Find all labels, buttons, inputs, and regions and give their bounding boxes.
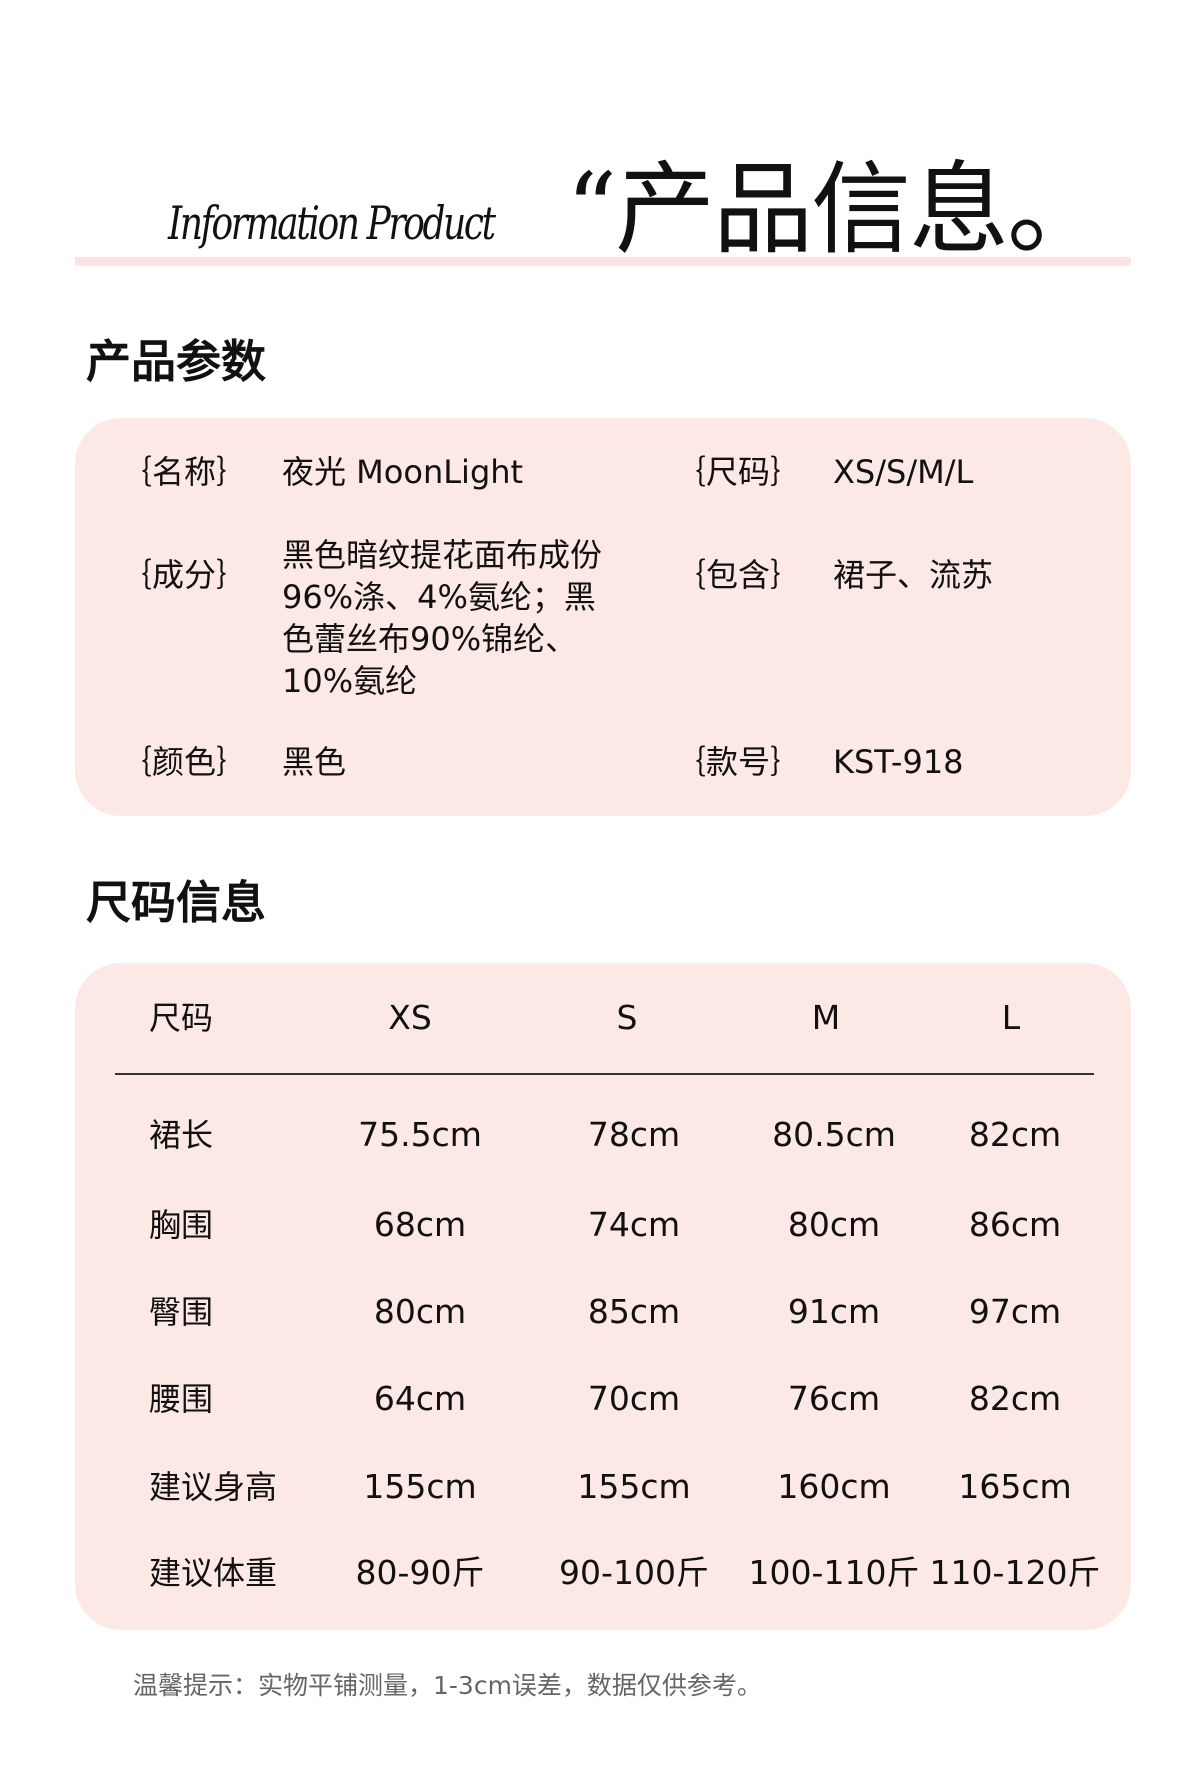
size-cell: 80-90斤 <box>355 1553 485 1592</box>
row-label: 建议体重 <box>149 1554 278 1592</box>
size-cell: 70cm <box>587 1379 681 1418</box>
size-cell: 78cm <box>587 1115 681 1154</box>
size-cell: 80cm <box>373 1292 467 1331</box>
param-label-includes: ｛包含｝ <box>674 556 803 594</box>
size-cell: 76cm <box>787 1379 881 1418</box>
size-cell: 97cm <box>968 1292 1062 1331</box>
param-value-name: 夜光 MoonLight <box>282 453 524 491</box>
size-cell: 85cm <box>587 1292 681 1331</box>
size-cell: 90-100斤 <box>559 1553 709 1592</box>
size-cell: 155cm <box>577 1467 691 1506</box>
size-cell: 155cm <box>363 1467 477 1506</box>
size-cell: 80.5cm <box>772 1115 896 1154</box>
size-header-xs: XS <box>388 998 432 1037</box>
param-label-size: ｛尺码｝ <box>674 453 803 491</box>
footnote: 温馨提示：实物平铺测量，1-3cm误差，数据仅供参考。 <box>133 1671 762 1700</box>
size-header-label: 尺码 <box>149 999 214 1037</box>
param-label-color: ｛颜色｝ <box>120 743 249 781</box>
size-cell: 165cm <box>958 1467 1072 1506</box>
size-cell: 82cm <box>968 1115 1062 1154</box>
row-label: 臀围 <box>149 1293 214 1331</box>
param-value-color: 黑色 <box>282 743 347 781</box>
row-label: 腰围 <box>149 1380 214 1418</box>
size-cell: 74cm <box>587 1205 681 1244</box>
row-label: 胸围 <box>149 1206 214 1244</box>
size-cell: 82cm <box>968 1379 1062 1418</box>
size-cell: 100-110斤 <box>748 1553 920 1592</box>
param-label-material: ｛成分｝ <box>120 556 249 594</box>
row-label: 裙长 <box>149 1116 214 1154</box>
size-cell: 110-120斤 <box>929 1553 1101 1592</box>
size-cell: 75.5cm <box>358 1115 482 1154</box>
params-panel <box>75 418 1131 816</box>
param-value-material: 黑色暗纹提花面布成份96%涤、4%氨纶；黑色蕾丝布90%锦纶、10%氨纶 <box>282 536 603 700</box>
size-header-s: S <box>616 998 638 1037</box>
size-cell: 91cm <box>787 1292 881 1331</box>
size-cell: 86cm <box>968 1205 1062 1244</box>
size-cell: 80cm <box>787 1205 881 1244</box>
param-label-style-no: ｛款号｝ <box>674 743 803 781</box>
params-heading: 产品参数 <box>86 335 267 388</box>
size-cell: 68cm <box>373 1205 467 1244</box>
param-label-name: ｛名称｝ <box>120 453 249 491</box>
size-header-m: M <box>811 998 841 1037</box>
row-label: 建议身高 <box>149 1468 278 1506</box>
param-value-style-no: KST-918 <box>833 743 964 781</box>
table-divider <box>115 1073 1094 1075</box>
title-underline <box>75 257 1131 266</box>
size-header-l: L <box>1001 998 1021 1037</box>
page-title: “产品信息。 <box>566 151 1107 268</box>
param-value-size: XS/S/M/L <box>833 453 974 491</box>
script-title: Information Product <box>168 196 496 250</box>
size-heading: 尺码信息 <box>86 876 267 929</box>
size-cell: 160cm <box>777 1467 891 1506</box>
size-cell: 64cm <box>373 1379 467 1418</box>
param-value-includes: 裙子、流苏 <box>833 556 994 594</box>
